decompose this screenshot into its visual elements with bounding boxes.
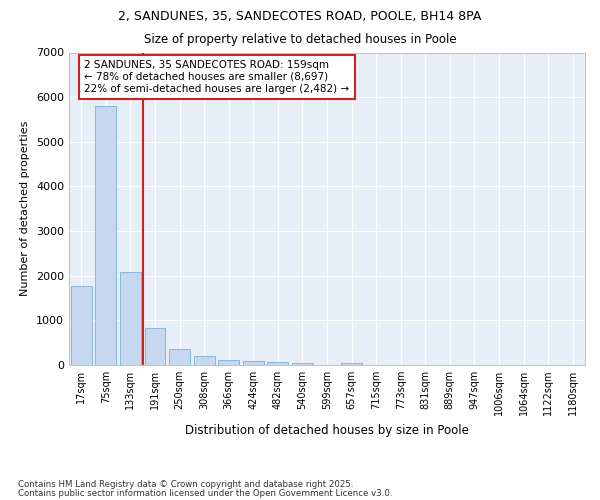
Bar — [218, 360, 239, 365]
Bar — [169, 349, 190, 365]
Bar — [243, 361, 264, 365]
Bar — [71, 286, 92, 365]
X-axis label: Distribution of detached houses by size in Poole: Distribution of detached houses by size … — [185, 424, 469, 436]
Bar — [120, 272, 141, 365]
Bar — [292, 362, 313, 365]
Bar — [194, 356, 215, 365]
Text: 2 SANDUNES, 35 SANDECOTES ROAD: 159sqm
← 78% of detached houses are smaller (8,6: 2 SANDUNES, 35 SANDECOTES ROAD: 159sqm ←… — [85, 60, 350, 94]
Text: Size of property relative to detached houses in Poole: Size of property relative to detached ho… — [143, 32, 457, 46]
Text: Contains public sector information licensed under the Open Government Licence v3: Contains public sector information licen… — [18, 489, 392, 498]
Text: 2, SANDUNES, 35, SANDECOTES ROAD, POOLE, BH14 8PA: 2, SANDUNES, 35, SANDECOTES ROAD, POOLE,… — [118, 10, 482, 23]
Bar — [145, 328, 166, 365]
Y-axis label: Number of detached properties: Number of detached properties — [20, 121, 31, 296]
Bar — [341, 363, 362, 365]
Text: Contains HM Land Registry data © Crown copyright and database right 2025.: Contains HM Land Registry data © Crown c… — [18, 480, 353, 489]
Bar — [95, 106, 116, 365]
Bar — [268, 362, 289, 365]
